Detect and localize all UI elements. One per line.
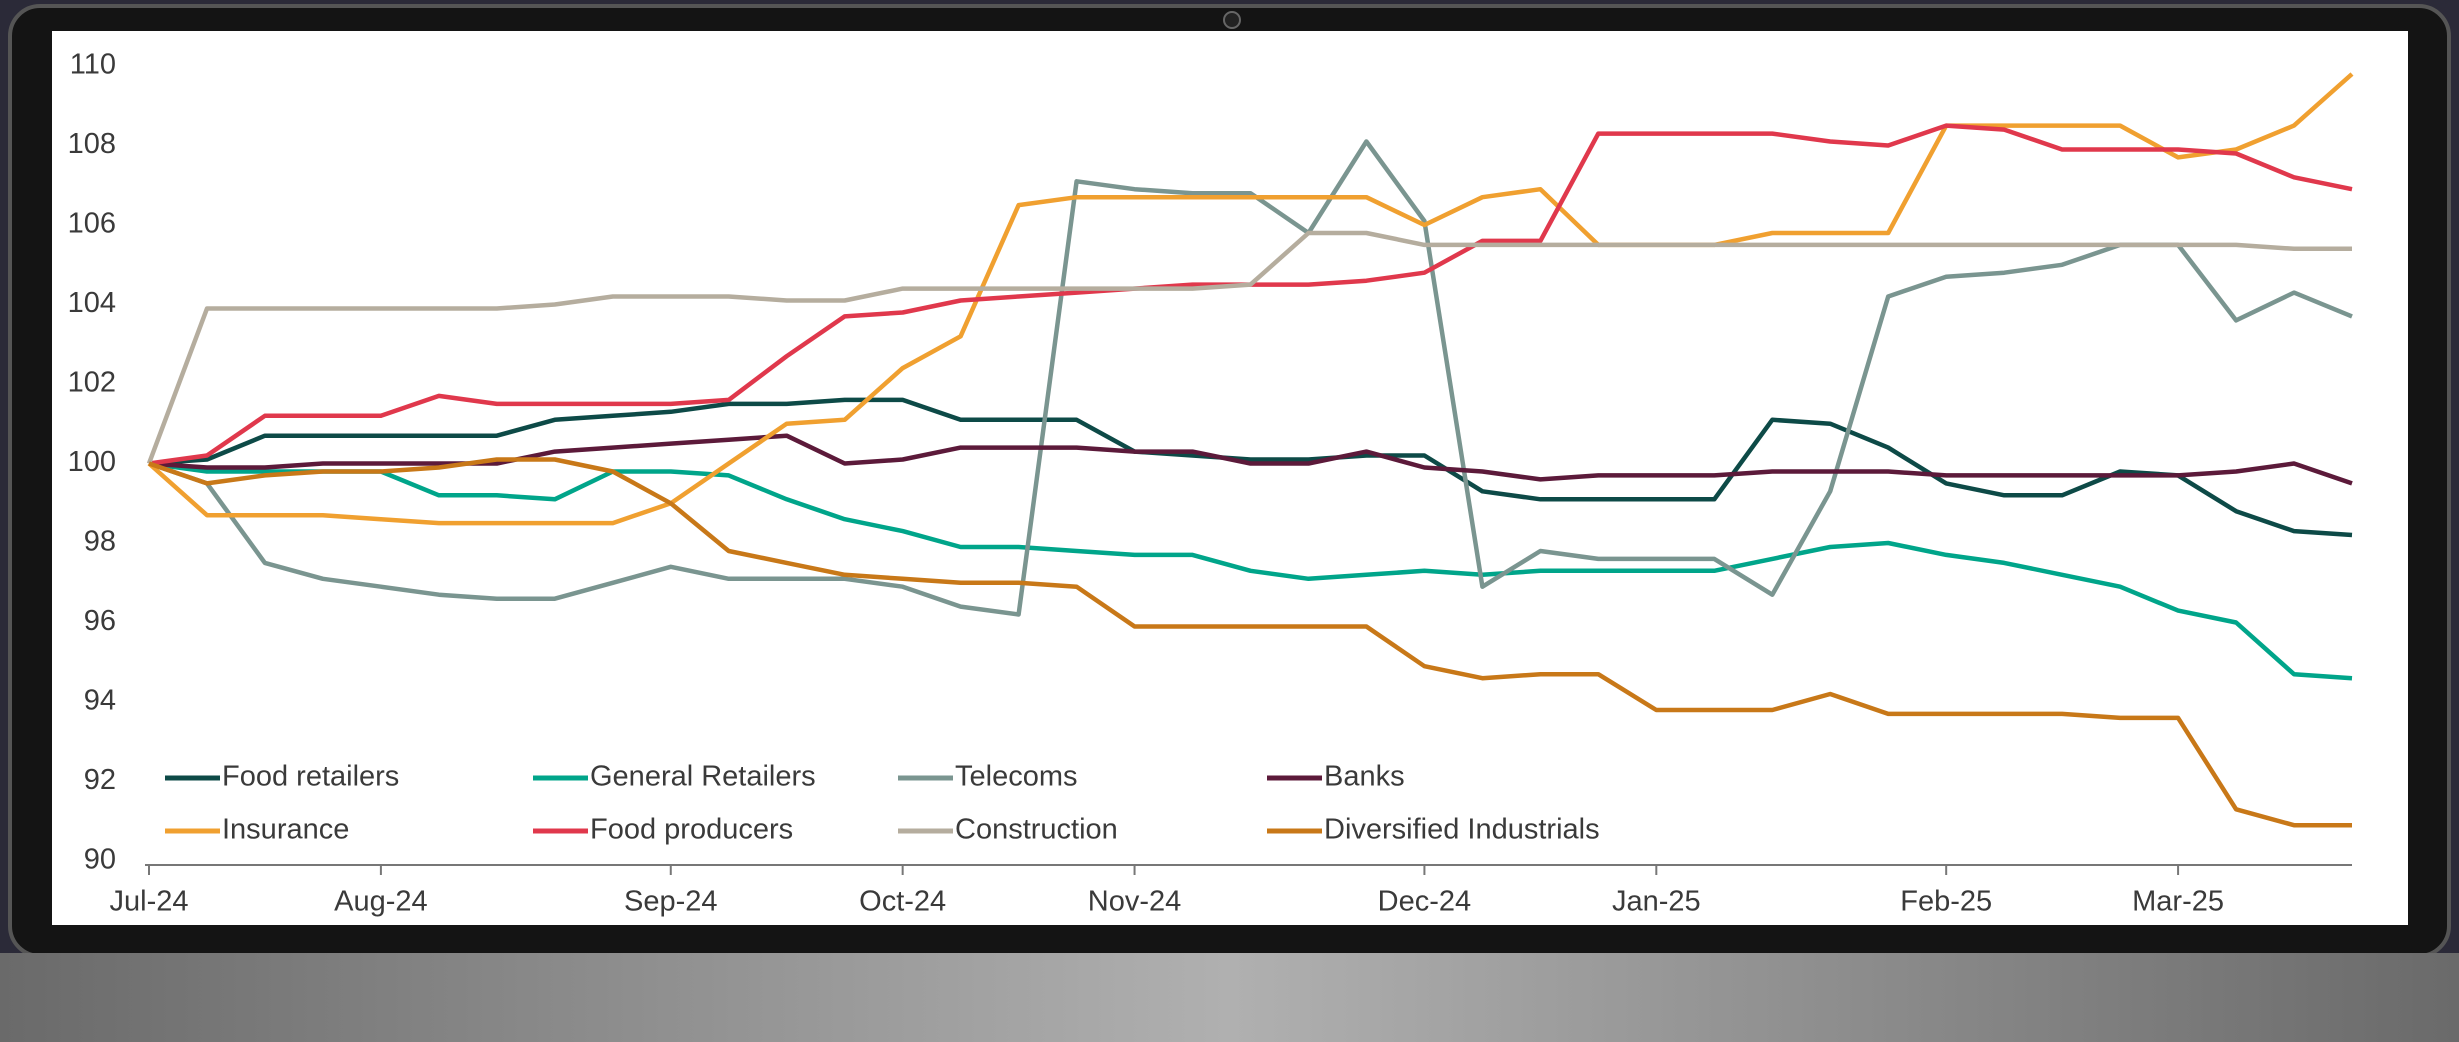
series-line <box>146 230 2352 465</box>
series-line <box>148 457 2352 828</box>
series-line <box>147 72 2354 526</box>
series-line <box>148 139 2353 617</box>
y-tick-label: 100 <box>68 446 116 478</box>
y-tick-label: 106 <box>68 208 116 240</box>
laptop-base <box>0 953 2459 1042</box>
legend-label: General Retailers <box>590 761 816 793</box>
screen <box>52 31 2408 925</box>
x-tick-label: Jan-25 <box>1612 886 1701 918</box>
legend-label: Construction <box>955 814 1118 846</box>
x-tick-label: Dec-24 <box>1378 886 1472 918</box>
y-tick-label: 110 <box>70 49 116 81</box>
legend-label: Banks <box>1324 761 1405 793</box>
x-tick-label: Nov-24 <box>1088 886 1182 918</box>
x-tick-label: Mar-25 <box>2132 886 2224 918</box>
legend-label: Food producers <box>590 814 793 846</box>
y-tick-label: 92 <box>84 764 116 796</box>
x-tick-label: Aug-24 <box>334 886 428 918</box>
legend-label: Food retailers <box>222 761 399 793</box>
x-tick-label: Jul-24 <box>110 886 189 918</box>
y-tick-label: 94 <box>84 685 116 717</box>
legend-label: Insurance <box>222 814 349 846</box>
legend-label: Telecoms <box>955 761 1078 793</box>
plot: 90 92 94 96 98 100 102 104 106 108 110 Jul-24 Aug-24… <box>68 49 2354 918</box>
y-tick-label: 96 <box>84 605 116 637</box>
y-tick-label: 102 <box>68 367 116 399</box>
y-tick-label: 98 <box>84 526 116 558</box>
x-tick-label: Feb-25 <box>1900 886 1992 918</box>
camera <box>1223 11 1241 29</box>
x-tick-label: Oct-24 <box>859 886 946 918</box>
x-tick-label: Sep-24 <box>624 886 718 918</box>
series-line <box>148 397 2353 538</box>
y-tick-label: 104 <box>68 287 116 319</box>
legend-label: Diversified Industrials <box>1324 814 1600 846</box>
series-line <box>148 461 2353 681</box>
y-tick-label: 90 <box>84 844 116 876</box>
y-tick-label: 108 <box>68 128 116 160</box>
